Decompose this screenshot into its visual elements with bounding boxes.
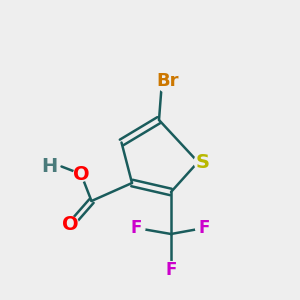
Text: O: O [73, 164, 89, 184]
Circle shape [163, 262, 179, 278]
Circle shape [157, 70, 179, 92]
Text: F: F [165, 261, 177, 279]
Text: F: F [131, 219, 142, 237]
Circle shape [128, 220, 145, 236]
Text: S: S [196, 152, 209, 172]
Circle shape [74, 167, 88, 182]
Text: H: H [41, 157, 58, 176]
Circle shape [62, 217, 79, 233]
Circle shape [194, 154, 211, 170]
Circle shape [43, 160, 56, 173]
Text: Br: Br [157, 72, 179, 90]
Text: F: F [198, 219, 210, 237]
Text: O: O [62, 215, 79, 235]
Circle shape [196, 220, 212, 236]
